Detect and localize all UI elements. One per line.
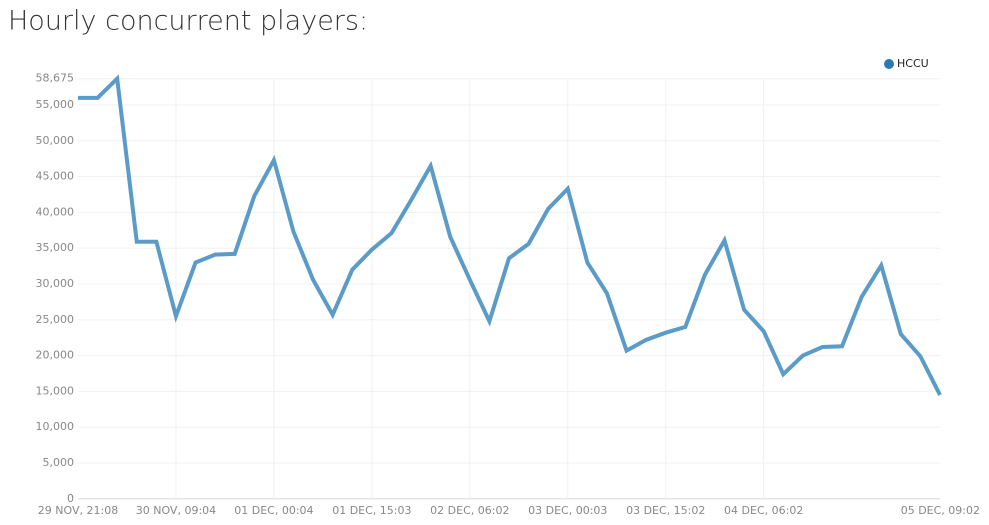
x-tick-label: 29 NOV, 21:08	[38, 504, 118, 517]
x-tick-label: 01 DEC, 00:04	[234, 504, 313, 517]
y-tick-label: 20,000	[36, 349, 75, 362]
y-tick-label: 58,675	[36, 72, 75, 85]
y-tick-label: 45,000	[36, 170, 75, 183]
y-tick-label: 10,000	[36, 420, 75, 433]
y-tick-label: 25,000	[36, 313, 75, 326]
x-tick-label: 01 DEC, 15:03	[332, 504, 411, 517]
y-tick-label: 0	[67, 492, 74, 505]
y-tick-label: 55,000	[36, 98, 75, 111]
y-tick-label: 5,000	[43, 456, 75, 469]
chart-title: Hourly concurrent players:	[8, 6, 368, 37]
legend-marker	[884, 59, 894, 69]
y-tick-label: 30,000	[36, 277, 75, 290]
x-tick-label: 03 DEC, 00:03	[528, 504, 607, 517]
y-tick-label: 40,000	[36, 205, 75, 218]
y-tick-label: 50,000	[36, 134, 75, 147]
y-tick-label: 15,000	[36, 384, 75, 397]
x-tick-label: 05 DEC, 09:02	[901, 504, 980, 517]
y-tick-label: 35,000	[36, 241, 75, 254]
x-tick-label: 02 DEC, 06:02	[430, 504, 509, 517]
legend-label: HCCU	[897, 57, 929, 70]
x-tick-label: 03 DEC, 15:02	[626, 504, 705, 517]
x-tick-label: 30 NOV, 09:04	[136, 504, 216, 517]
line	[78, 74, 942, 396]
x-tick-label: 04 DEC, 06:02	[724, 504, 803, 517]
